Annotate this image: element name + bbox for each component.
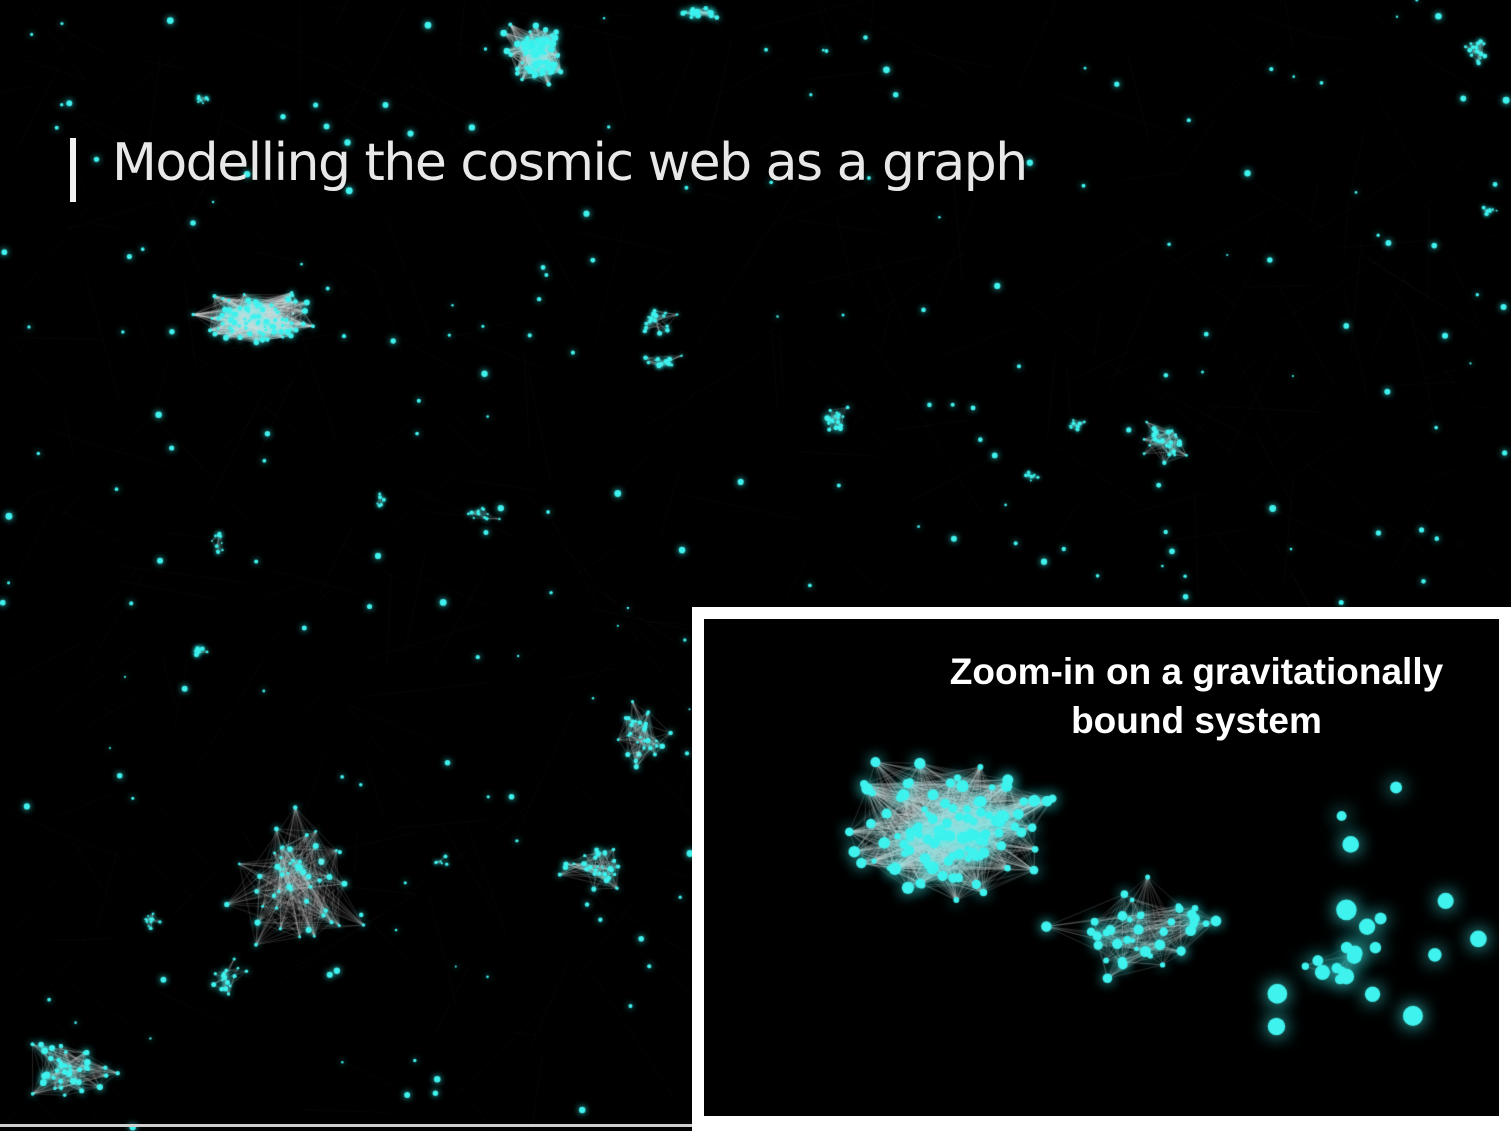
zoom-inset-frame: Zoom-in on a gravitationally bound syste… (692, 607, 1511, 1131)
slide-title: Modelling the cosmic web as a graph (112, 133, 1028, 193)
inset-caption-line1: Zoom-in on a gravitationally (949, 651, 1444, 692)
inset-caption: Zoom-in on a gravitationally bound syste… (904, 647, 1489, 745)
inset-caption-line2: bound system (1071, 700, 1322, 741)
bottom-divider (0, 1124, 692, 1127)
title-accent-bar (70, 138, 76, 202)
bound-system-graph (704, 619, 1499, 1116)
zoom-inset-panel: Zoom-in on a gravitationally bound syste… (704, 619, 1499, 1116)
